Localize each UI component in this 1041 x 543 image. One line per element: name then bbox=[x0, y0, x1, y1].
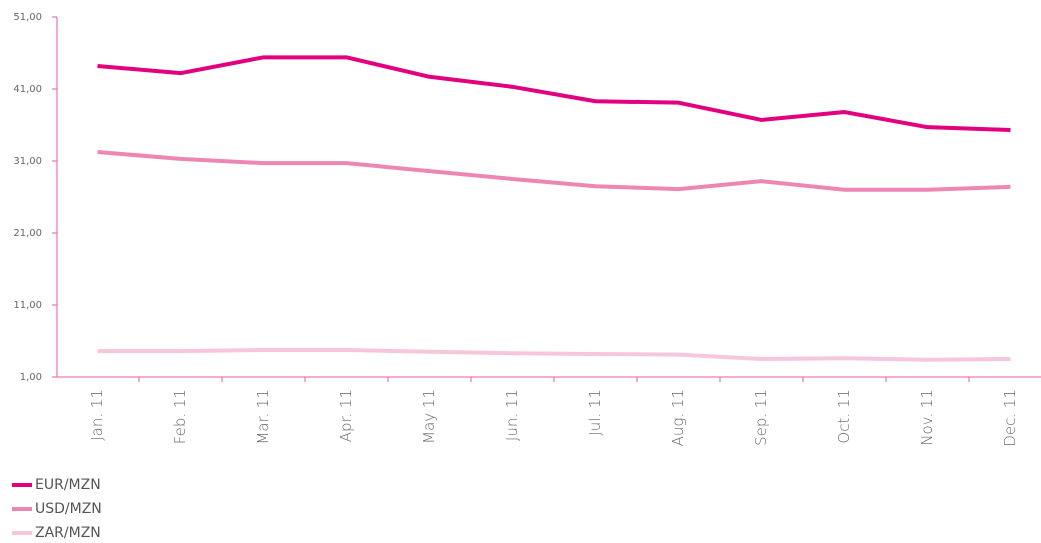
x-tick-label: Jun. 11 bbox=[503, 389, 521, 441]
y-tick-label: 21,00 bbox=[13, 228, 42, 239]
x-tick-label: Dec. 11 bbox=[1001, 389, 1019, 447]
x-tick-label: Aug. 11 bbox=[669, 389, 687, 446]
x-tick-label: Jul. 11 bbox=[586, 389, 604, 436]
x-tick-label: Jan. 11 bbox=[88, 389, 106, 441]
x-tick-label: Mar. 11 bbox=[254, 389, 272, 445]
series-line bbox=[97, 55, 1011, 133]
y-tick-label: 41,00 bbox=[13, 84, 42, 95]
y-tick-label: 51,00 bbox=[13, 12, 42, 23]
x-tick-label: Sep. 11 bbox=[752, 389, 770, 446]
y-tick-label: 11,00 bbox=[13, 300, 42, 311]
legend-label: EUR/MZN bbox=[35, 477, 101, 493]
x-tick-label: Oct. 11 bbox=[835, 389, 853, 444]
x-tick-label: Nov. 11 bbox=[918, 389, 936, 446]
x-tick-label: Feb. 11 bbox=[171, 389, 189, 444]
y-tick-label: 31,00 bbox=[13, 156, 42, 167]
legend-label: USD/MZN bbox=[35, 501, 102, 517]
y-tick-label: 1,00 bbox=[20, 372, 42, 383]
x-tick-label: Apr. 11 bbox=[337, 389, 355, 442]
series-line bbox=[97, 348, 1011, 362]
x-tick-label: May 11 bbox=[420, 389, 438, 444]
legend-label: ZAR/MZN bbox=[35, 525, 101, 541]
series-line bbox=[97, 150, 1011, 192]
